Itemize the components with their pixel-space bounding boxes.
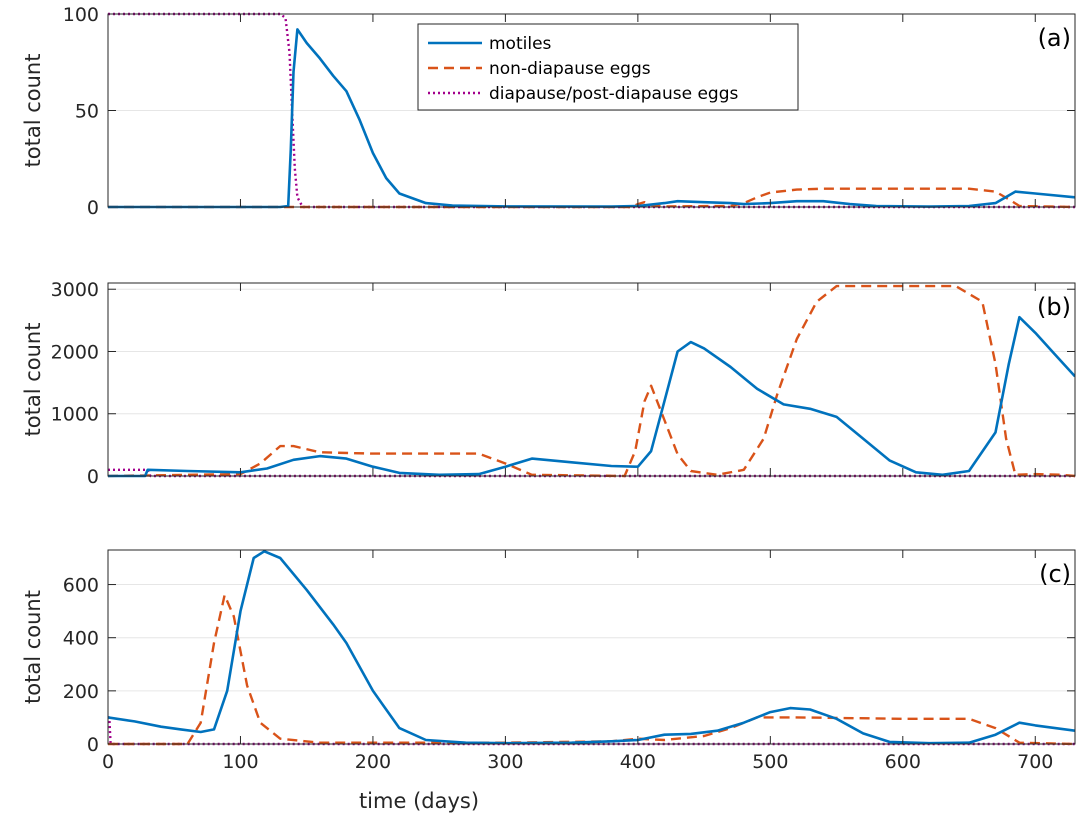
x-tick-label: 500 bbox=[752, 751, 788, 773]
y-tick-label: 1000 bbox=[51, 404, 99, 426]
x-tick-label: 600 bbox=[885, 751, 921, 773]
chart-panel-1: 0 50 100 total count (a) bbox=[21, 4, 1076, 219]
x-tick-label: 300 bbox=[487, 751, 523, 773]
x-tick-label: 100 bbox=[222, 751, 258, 773]
y-axis-label: total count bbox=[21, 54, 45, 168]
x-tick-label: 200 bbox=[355, 751, 391, 773]
panel-label: (b) bbox=[1037, 293, 1071, 321]
y-tick-label: 600 bbox=[63, 575, 99, 597]
chart-panel-2: 0 1000 2000 3000 total count (b) bbox=[21, 279, 1076, 488]
series-line-motiles bbox=[108, 315, 1075, 478]
x-tick-label: 700 bbox=[1017, 751, 1053, 773]
y-tick-label: 400 bbox=[63, 628, 99, 650]
legend-label: diapause/post-diapause eggs bbox=[489, 84, 738, 104]
series-line-motiles bbox=[108, 550, 1075, 745]
panel-label: (c) bbox=[1039, 560, 1071, 588]
axes-box bbox=[107, 549, 1076, 745]
series-line-non-diapause-eggs bbox=[108, 284, 1075, 478]
y-tick-label: 2000 bbox=[51, 341, 99, 363]
legend-label: non-diapause eggs bbox=[489, 59, 651, 79]
panel-label: (a) bbox=[1038, 24, 1071, 52]
legend-label: motiles bbox=[489, 34, 552, 54]
legend: motiles non-diapause eggs diapause/post-di… bbox=[417, 23, 799, 111]
series-line-diapause-post-diapause-eggs bbox=[108, 716, 1075, 746]
y-tick-label: 0 bbox=[87, 197, 99, 219]
y-axis-label: total count bbox=[21, 323, 45, 437]
axes-box bbox=[107, 282, 1076, 477]
chart-panel-3: 0 100 200 300 400 500 600 700 0 200 400 600 total co… bbox=[21, 549, 1076, 773]
y-tick-label: 0 bbox=[87, 466, 99, 488]
y-tick-label: 200 bbox=[63, 681, 99, 703]
x-tick-label: 0 bbox=[102, 751, 114, 773]
y-tick-label: 100 bbox=[63, 4, 99, 26]
y-tick-label: 3000 bbox=[51, 279, 99, 301]
y-axis-label: total count bbox=[21, 590, 45, 704]
x-axis-label: time (days) bbox=[359, 789, 479, 813]
y-tick-label: 0 bbox=[87, 734, 99, 756]
series-line-non-diapause-eggs bbox=[108, 187, 1075, 209]
y-tick-label: 50 bbox=[75, 101, 99, 123]
series-line-non-diapause-eggs bbox=[108, 594, 1075, 746]
x-tick-label: 400 bbox=[620, 751, 656, 773]
